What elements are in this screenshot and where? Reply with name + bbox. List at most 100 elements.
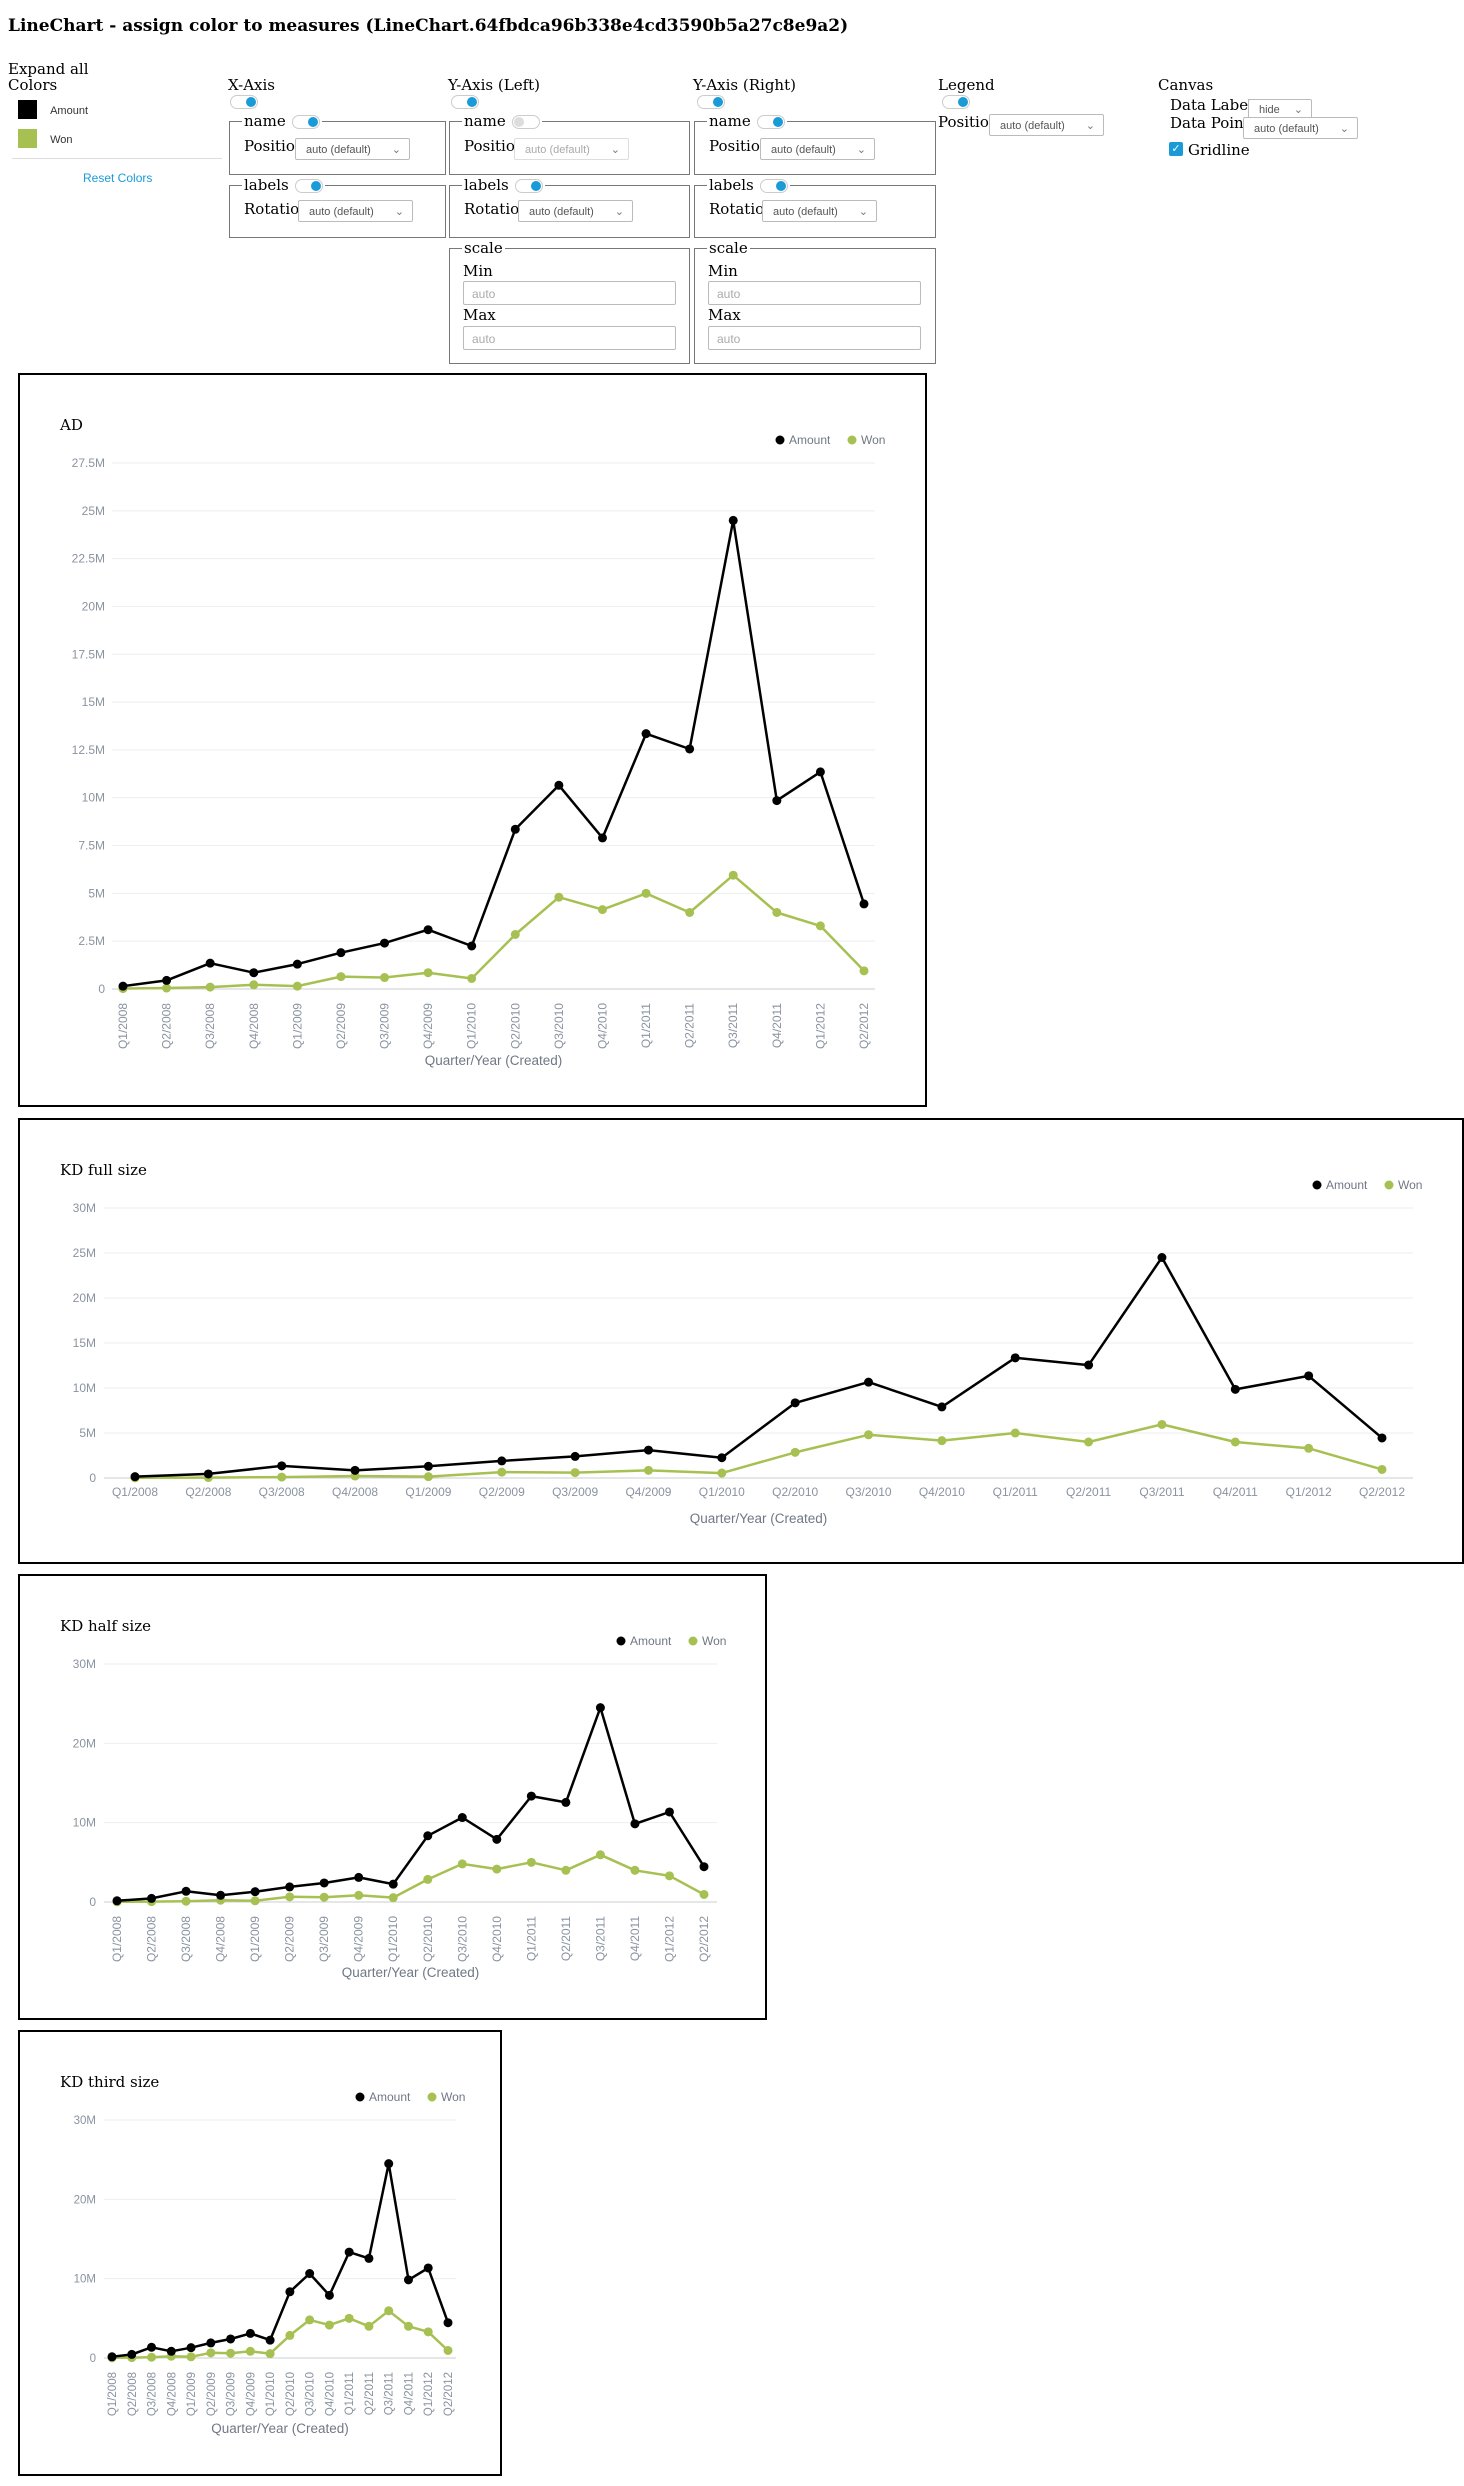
x-axis-name-legend: name (244, 112, 286, 130)
data-point (344, 2247, 354, 2257)
y-axis-left-labels-legend: labels (464, 176, 509, 194)
x-axis-position-value: auto (default) (306, 144, 371, 156)
x-axis-labels-group: labels (229, 176, 446, 238)
x-tick-label: Q4/2011 (628, 1916, 642, 1961)
data-point (597, 833, 607, 843)
y-axis-right-rotation-select[interactable]: auto (default) ⌄ (762, 200, 877, 222)
x-tick-label: Q3/2010 (846, 1485, 892, 1499)
y-axis-right-labels-toggle[interactable] (759, 179, 788, 193)
x-tick-label: Q3/2011 (726, 1003, 740, 1048)
y-axis-left-name-toggle[interactable] (511, 115, 540, 129)
y-axis-right-toggle[interactable] (697, 95, 725, 109)
expand-all-label[interactable]: Expand all (8, 60, 89, 78)
y-tick-label: 22.5M (72, 552, 105, 566)
data-point (206, 2338, 216, 2348)
y-axis-left-max-input[interactable]: auto (463, 326, 676, 350)
y-axis-right-name-toggle[interactable] (756, 115, 785, 129)
chart-title: KD half size (60, 1617, 151, 1635)
x-tick-label: Q1/2010 (386, 1916, 400, 1962)
chevron-down-icon: ⌄ (614, 206, 624, 218)
x-tick-label: Q4/2010 (490, 1916, 504, 1962)
y-tick-label: 20M (74, 2194, 96, 2206)
y-axis-left-rotation-label: Rotation (464, 200, 529, 218)
chart-title: KD third size (60, 2073, 160, 2091)
amount-color-swatch[interactable] (18, 100, 37, 119)
data-point (597, 905, 607, 915)
y-axis-left-labels-toggle[interactable] (514, 179, 543, 193)
y-axis-left-max-label: Max (463, 306, 496, 324)
y-axis-right-position-select[interactable]: auto (default) ⌄ (760, 138, 875, 160)
x-tick-label: Q2/2011 (1066, 1485, 1111, 1499)
data-point (497, 1456, 507, 1466)
y-axis-left-min-input[interactable]: auto (463, 281, 676, 305)
data-point (595, 1703, 605, 1713)
x-tick-label: Q2/2012 (1359, 1485, 1405, 1499)
data-point (324, 2290, 334, 2300)
legend-toggle[interactable] (942, 95, 970, 109)
legend-position-select[interactable]: auto (default) ⌄ (989, 114, 1104, 136)
data-point (423, 2263, 433, 2273)
data-point (423, 2327, 433, 2337)
chart-kd-third-svg: 0 10M 20M 30M Q1/2008 Q2/2008 Q3/2008 Q4/2008 Q1… (74, 2090, 466, 2436)
x-axis-labels-toggle[interactable] (294, 179, 323, 193)
chevron-down-icon: ⌄ (856, 144, 866, 156)
x-tick-label: Q3/2008 (203, 1003, 217, 1049)
y-tick-label: 30M (73, 1201, 96, 1215)
data-point (1230, 1437, 1240, 1447)
x-axis-name-toggle[interactable] (291, 115, 320, 129)
data-points-select[interactable]: auto (default) ⌄ (1243, 117, 1358, 139)
data-point (630, 1819, 640, 1829)
y-axis-left-position-select[interactable]: auto (default) ⌄ (514, 138, 629, 160)
y-axis-right-labels-legend: labels (709, 176, 754, 194)
data-point (510, 824, 520, 834)
canvas-heading: Canvas (1158, 76, 1214, 94)
data-point (305, 2269, 315, 2279)
data-point (147, 1893, 157, 1903)
x-axis-toggle[interactable] (230, 95, 258, 109)
x-tick-label: Q4/2010 (324, 2372, 336, 2416)
y-axis-right-min-input[interactable]: auto (708, 281, 921, 305)
x-tick-label: Q2/2012 (443, 2372, 455, 2416)
data-point (815, 767, 825, 777)
x-tick-label: Q1/2009 (248, 1916, 262, 1962)
data-point (664, 1807, 674, 1817)
x-axis-rotation-select[interactable]: auto (default) ⌄ (298, 200, 413, 222)
data-point (859, 966, 869, 976)
legend-label: Won (441, 2090, 465, 2104)
reset-colors-link[interactable]: Reset Colors (83, 171, 153, 185)
chevron-down-icon: ⌄ (391, 144, 401, 156)
data-point (728, 515, 738, 525)
won-color-swatch[interactable] (18, 129, 37, 148)
x-tick-label: Q2/2011 (559, 1916, 573, 1961)
x-tick-label: Q1/2012 (662, 1916, 676, 1962)
data-point (166, 2346, 176, 2356)
data-points-label: Data Points (1170, 114, 1258, 132)
data-point (265, 2335, 275, 2345)
x-tick-label: Q1/2012 (813, 1003, 827, 1049)
data-point (554, 780, 564, 790)
y-axis-right-max-input[interactable]: auto (708, 326, 921, 350)
gridline-checkbox[interactable]: ✓ (1169, 142, 1183, 156)
data-point (423, 1874, 433, 1884)
data-labels-select[interactable]: hide ⌄ (1248, 99, 1312, 119)
page-title: LineChart - assign color to measures (Li… (8, 16, 849, 36)
y-axis-left-toggle[interactable] (451, 95, 479, 109)
x-tick-label: Q1/2010 (465, 1003, 479, 1049)
x-axis-position-select[interactable]: auto (default) ⌄ (295, 138, 410, 160)
y-tick-label: 5M (88, 886, 105, 900)
y-tick-label: 10M (73, 1816, 96, 1830)
y-axis-right-position-value: auto (default) (771, 144, 836, 156)
data-point (864, 1377, 874, 1387)
y-axis-left-position-label: Position (464, 137, 525, 155)
data-point (384, 2306, 394, 2316)
data-point (728, 870, 738, 880)
color-item-won[interactable]: Won (18, 128, 73, 148)
x-tick-label: Q4/2010 (595, 1003, 609, 1049)
data-point (265, 2349, 275, 2359)
data-point (570, 1468, 580, 1478)
color-item-amount[interactable]: Amount (18, 99, 88, 119)
y-axis-left-rotation-select[interactable]: auto (default) ⌄ (518, 200, 633, 222)
data-point (1084, 1360, 1094, 1370)
data-point (937, 1436, 947, 1446)
y-axis-left-rotation-value: auto (default) (529, 206, 594, 218)
